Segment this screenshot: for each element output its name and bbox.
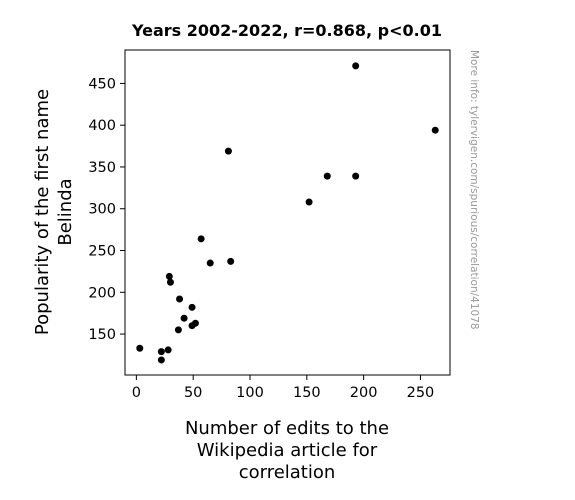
x-tick-label: 0 [132, 385, 141, 401]
data-point [191, 319, 199, 327]
data-point [188, 303, 196, 311]
data-point [176, 295, 184, 303]
x-axis-label-line-2: Wikipedia article for [197, 440, 378, 461]
y-axis-ticks: 150 200 250 300 350 400 450 [88, 76, 125, 343]
data-point [165, 272, 173, 280]
y-axis-label: Popularity of the first name Belinda [32, 89, 76, 335]
data-point [180, 314, 188, 322]
x-tick-label: 250 [407, 385, 435, 401]
x-axis-label: Number of edits to the Wikipedia article… [185, 418, 389, 483]
x-tick-label: 100 [236, 385, 264, 401]
data-point [227, 257, 235, 265]
data-point [136, 344, 144, 352]
y-tick-label: 400 [88, 118, 116, 134]
data-point [352, 172, 360, 180]
data-point [164, 346, 172, 354]
x-tick-label: 50 [184, 385, 202, 401]
data-point [166, 278, 174, 286]
data-point [197, 235, 205, 243]
source-note: More info: tylervigen.com/spurious/corre… [468, 50, 480, 330]
x-axis-label-line-1: Number of edits to the [185, 418, 389, 439]
data-point [174, 326, 182, 334]
data-point [157, 348, 165, 356]
data-point [224, 147, 232, 155]
y-axis-label-line-2: Belinda [55, 178, 76, 245]
data-point [206, 259, 214, 267]
plot-frame [124, 49, 451, 376]
y-tick-label: 350 [88, 160, 116, 176]
data-point [323, 172, 331, 180]
y-axis-label-line-1: Popularity of the first name [32, 89, 53, 335]
y-tick-label: 200 [88, 285, 116, 301]
chart-title: Years 2002-2022, r=0.868, p<0.01 [131, 21, 442, 40]
x-axis-ticks: 0 50 100 150 200 250 [132, 375, 435, 401]
x-axis-label-line-3: correlation [239, 462, 336, 483]
y-tick-label: 300 [88, 202, 116, 218]
y-tick-label: 250 [88, 244, 116, 260]
data-point [431, 126, 439, 134]
x-tick-label: 150 [293, 385, 321, 401]
x-tick-label: 200 [350, 385, 378, 401]
data-points [136, 62, 439, 364]
data-point [157, 356, 165, 364]
y-tick-label: 450 [88, 76, 116, 92]
data-point [352, 62, 360, 70]
y-tick-label: 150 [88, 327, 116, 343]
data-point [305, 198, 313, 206]
